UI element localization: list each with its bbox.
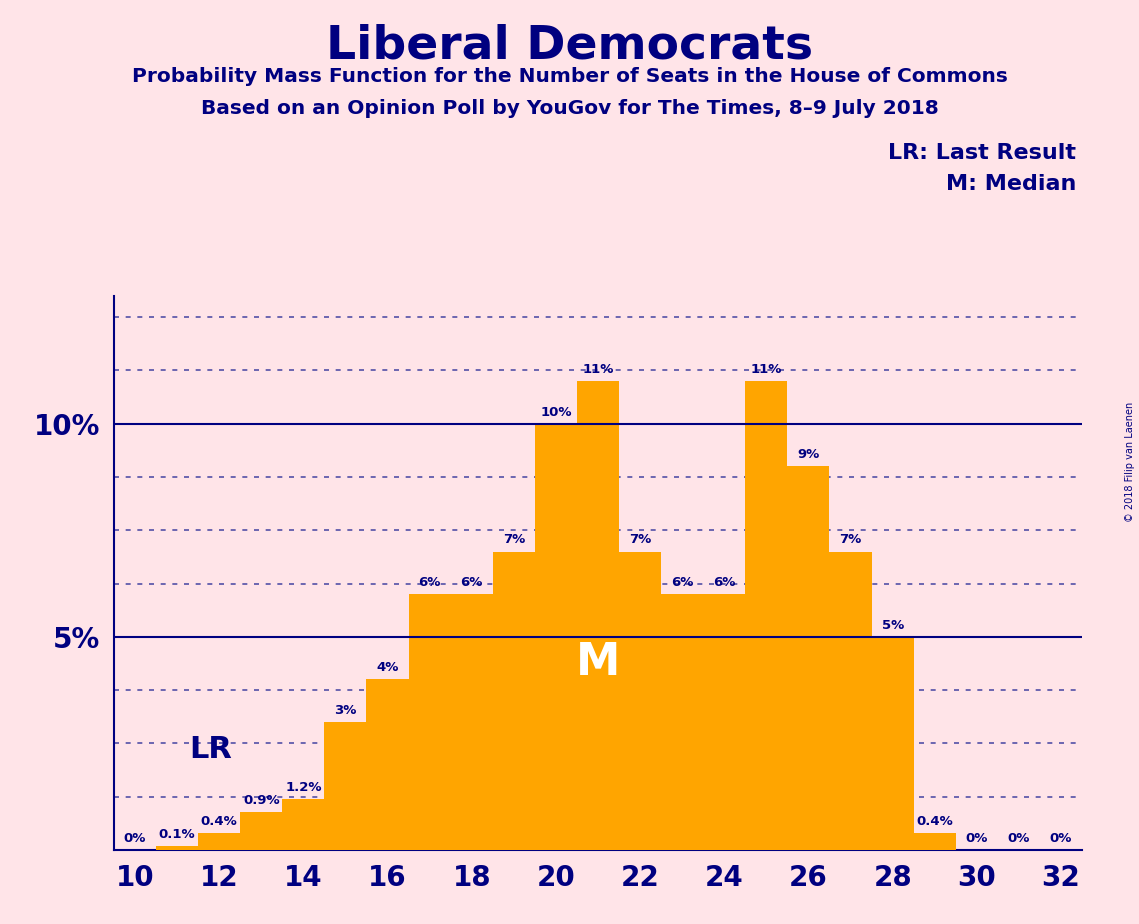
Bar — [703, 594, 745, 850]
Text: LR: Last Result: LR: Last Result — [888, 143, 1076, 164]
Text: 4%: 4% — [376, 662, 399, 675]
Bar — [451, 594, 493, 850]
Bar — [535, 423, 577, 850]
Bar — [240, 811, 282, 850]
Text: M: Median: M: Median — [947, 174, 1076, 194]
Text: 7%: 7% — [629, 533, 652, 546]
Bar — [913, 833, 956, 850]
Bar — [871, 637, 913, 850]
Text: Liberal Democrats: Liberal Democrats — [326, 23, 813, 68]
Bar — [661, 594, 703, 850]
Text: 6%: 6% — [713, 576, 736, 590]
Text: 0%: 0% — [1050, 832, 1072, 845]
Text: M: M — [576, 641, 620, 684]
Text: © 2018 Filip van Laenen: © 2018 Filip van Laenen — [1125, 402, 1134, 522]
Bar — [745, 381, 787, 850]
Text: 0.1%: 0.1% — [158, 828, 196, 841]
Bar — [282, 799, 325, 850]
Text: Based on an Opinion Poll by YouGov for The Times, 8–9 July 2018: Based on an Opinion Poll by YouGov for T… — [200, 99, 939, 118]
Text: 5%: 5% — [882, 619, 903, 632]
Text: 0.9%: 0.9% — [243, 794, 279, 807]
Text: 7%: 7% — [839, 533, 862, 546]
Text: 6%: 6% — [671, 576, 694, 590]
Bar — [367, 679, 409, 850]
Text: 0.4%: 0.4% — [200, 815, 238, 828]
Text: 10%: 10% — [540, 406, 572, 419]
Text: LR: LR — [189, 736, 232, 764]
Bar — [618, 552, 661, 850]
Bar — [325, 723, 367, 850]
Bar — [787, 467, 829, 850]
Text: 0.4%: 0.4% — [917, 815, 953, 828]
Text: 1.2%: 1.2% — [285, 781, 321, 794]
Text: 9%: 9% — [797, 448, 820, 461]
Bar — [198, 833, 240, 850]
Text: 6%: 6% — [418, 576, 441, 590]
Bar — [493, 552, 535, 850]
Text: 0%: 0% — [966, 832, 988, 845]
Text: 7%: 7% — [502, 533, 525, 546]
Bar — [829, 552, 871, 850]
Text: 3%: 3% — [334, 704, 357, 717]
Text: 0%: 0% — [124, 832, 146, 845]
Text: Probability Mass Function for the Number of Seats in the House of Commons: Probability Mass Function for the Number… — [132, 67, 1007, 86]
Bar — [156, 845, 198, 850]
Bar — [577, 381, 618, 850]
Text: 11%: 11% — [582, 363, 614, 376]
Text: 6%: 6% — [460, 576, 483, 590]
Text: 11%: 11% — [751, 363, 782, 376]
Text: 0%: 0% — [1008, 832, 1030, 845]
Bar — [409, 594, 451, 850]
